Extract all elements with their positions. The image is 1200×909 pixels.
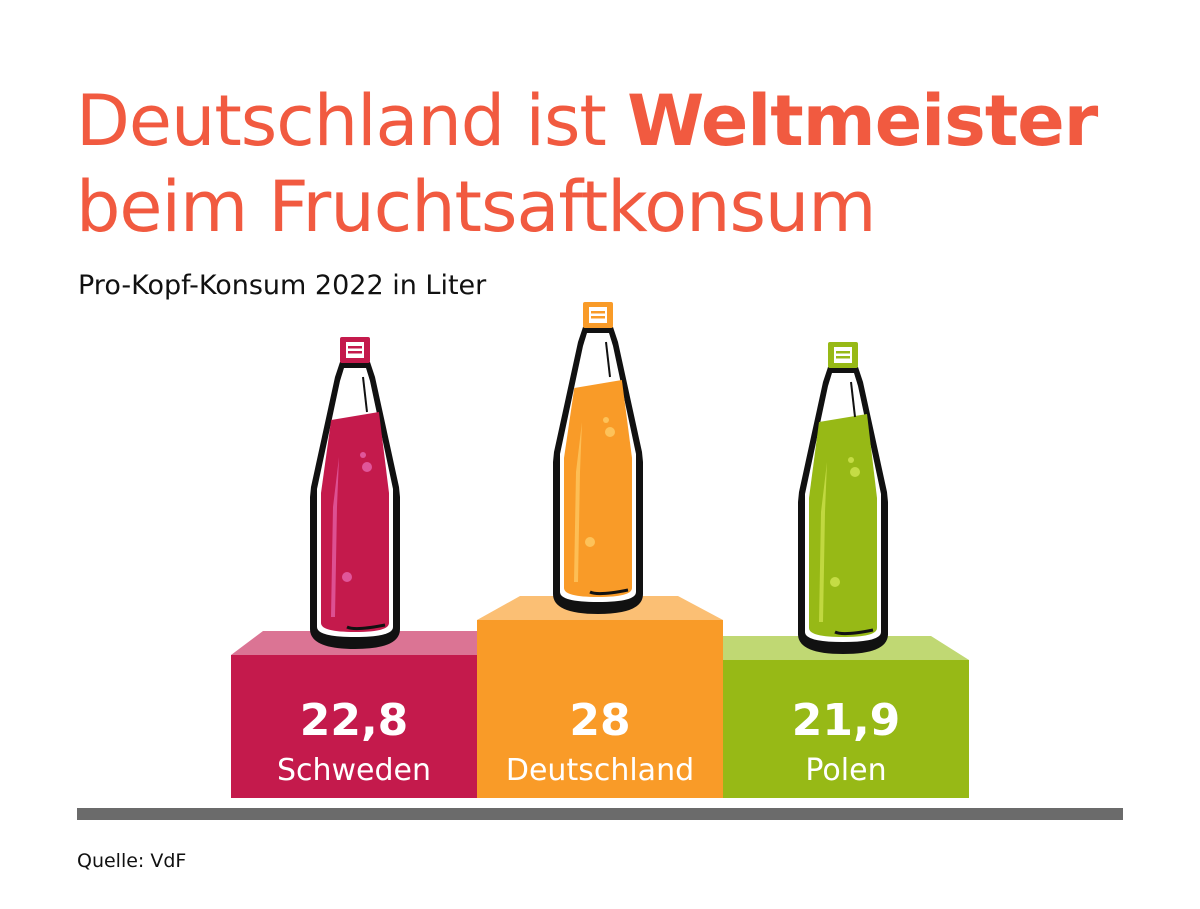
bottle-cap-icon (340, 337, 370, 363)
bottle-base-line (589, 588, 629, 596)
subtitle: Pro-Kopf-Konsum 2022 in Liter (78, 270, 487, 301)
bottle-juice (321, 412, 389, 632)
podium-bar (477, 620, 723, 798)
podium-deutschland: 28 Deutschland (477, 596, 723, 798)
podium-bar (723, 660, 969, 798)
bottle-glint (362, 376, 368, 413)
bottle-highlight (331, 457, 339, 617)
bubble (362, 462, 372, 472)
title-line-2: beim Fruchtsaftkonsum (76, 166, 876, 248)
bottle-glint (605, 341, 611, 378)
title-bold: Weltmeister (627, 80, 1098, 162)
podium-polen: 21,9 Polen (723, 636, 969, 798)
ground-bar (77, 808, 1123, 820)
bottle-highlight (819, 462, 827, 622)
bubble (585, 537, 595, 547)
bottle-base-line (834, 628, 874, 636)
source-note: Quelle: VdF (77, 850, 187, 872)
bottle-juice (564, 380, 632, 597)
bottle-glint (850, 381, 856, 418)
bottle-cap-icon (583, 302, 613, 328)
bottle-deutschland (553, 302, 643, 614)
bubble (830, 577, 840, 587)
bubble (850, 467, 860, 477)
bubble (603, 417, 609, 423)
value-label: 28 (569, 695, 630, 746)
bubble (605, 427, 615, 437)
bottle-schweden (310, 337, 400, 649)
value-label: 22,8 (300, 695, 409, 746)
bottle-base-line (346, 623, 386, 631)
bottle-juice (809, 414, 877, 637)
category-label: Deutschland (506, 753, 694, 788)
category-label: Schweden (277, 753, 431, 788)
bubble (342, 572, 352, 582)
podium-schweden: 22,8 Schweden (231, 631, 477, 798)
bottle-highlight (574, 422, 582, 582)
title-line-1: Deutschland ist Weltmeister (76, 86, 1098, 156)
bubble (360, 452, 366, 458)
title-prefix: Deutschland ist (76, 80, 628, 162)
category-label: Polen (805, 753, 886, 788)
bubble (848, 457, 854, 463)
value-label: 21,9 (792, 695, 901, 746)
bottle-polen (798, 342, 888, 654)
bottle-cap-icon (828, 342, 858, 368)
podium-bar (231, 655, 477, 798)
